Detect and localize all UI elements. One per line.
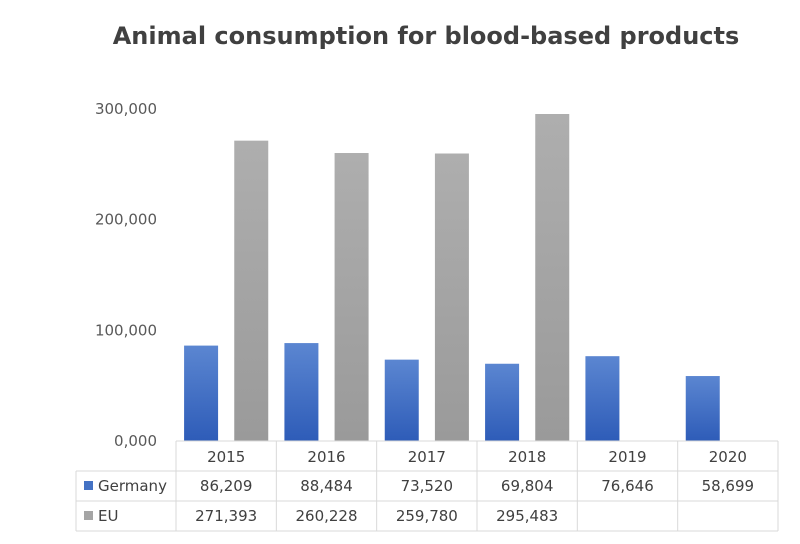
x-tick-label: 2020 — [709, 448, 747, 466]
x-tick-label: 2017 — [408, 448, 446, 466]
legend-key-eu — [84, 511, 93, 520]
bar-eu-2015 — [234, 140, 269, 441]
y-tick-label: 200,000 — [95, 211, 157, 229]
data-label: 260,228 — [295, 507, 357, 525]
x-tick-label: 2015 — [207, 448, 245, 466]
data-label: 58,699 — [702, 477, 755, 495]
data-label: 73,520 — [401, 477, 454, 495]
bar-germany-2020 — [685, 376, 720, 441]
x-tick-label: 2016 — [307, 448, 345, 466]
bar-germany-2015 — [184, 345, 219, 441]
data-table: 2015 2016 2017 2018 2019 2020 Germany 86,209 88,… — [75, 440, 779, 532]
bar-germany-2017 — [384, 359, 419, 441]
data-label: 271,393 — [195, 507, 257, 525]
bar-germany-2019 — [585, 356, 620, 441]
data-label: 86,209 — [200, 477, 253, 495]
x-tick-label: 2018 — [508, 448, 546, 466]
data-label: 69,804 — [501, 477, 554, 495]
bar-germany-2018 — [485, 363, 520, 441]
bars — [184, 113, 720, 441]
y-tick-label: 0,000 — [114, 432, 157, 450]
y-axis: 0,000 100,000 200,000 300,000 — [95, 100, 157, 450]
data-label: 295,483 — [496, 507, 558, 525]
legend-key-germany — [84, 481, 93, 490]
data-label: 76,646 — [601, 477, 654, 495]
bar-eu-2018 — [535, 113, 570, 441]
data-label: 259,780 — [396, 507, 458, 525]
legend-label: Germany — [98, 477, 167, 495]
bar-eu-2017 — [434, 153, 469, 441]
chart-title: Animal consumption for blood-based produ… — [113, 22, 740, 50]
y-tick-label: 300,000 — [95, 100, 157, 118]
data-label: 88,484 — [300, 477, 353, 495]
bar-germany-2016 — [284, 343, 319, 441]
bar-eu-2016 — [334, 153, 369, 441]
x-tick-label: 2019 — [608, 448, 646, 466]
y-tick-label: 100,000 — [95, 321, 157, 339]
legend-label: EU — [98, 507, 118, 525]
